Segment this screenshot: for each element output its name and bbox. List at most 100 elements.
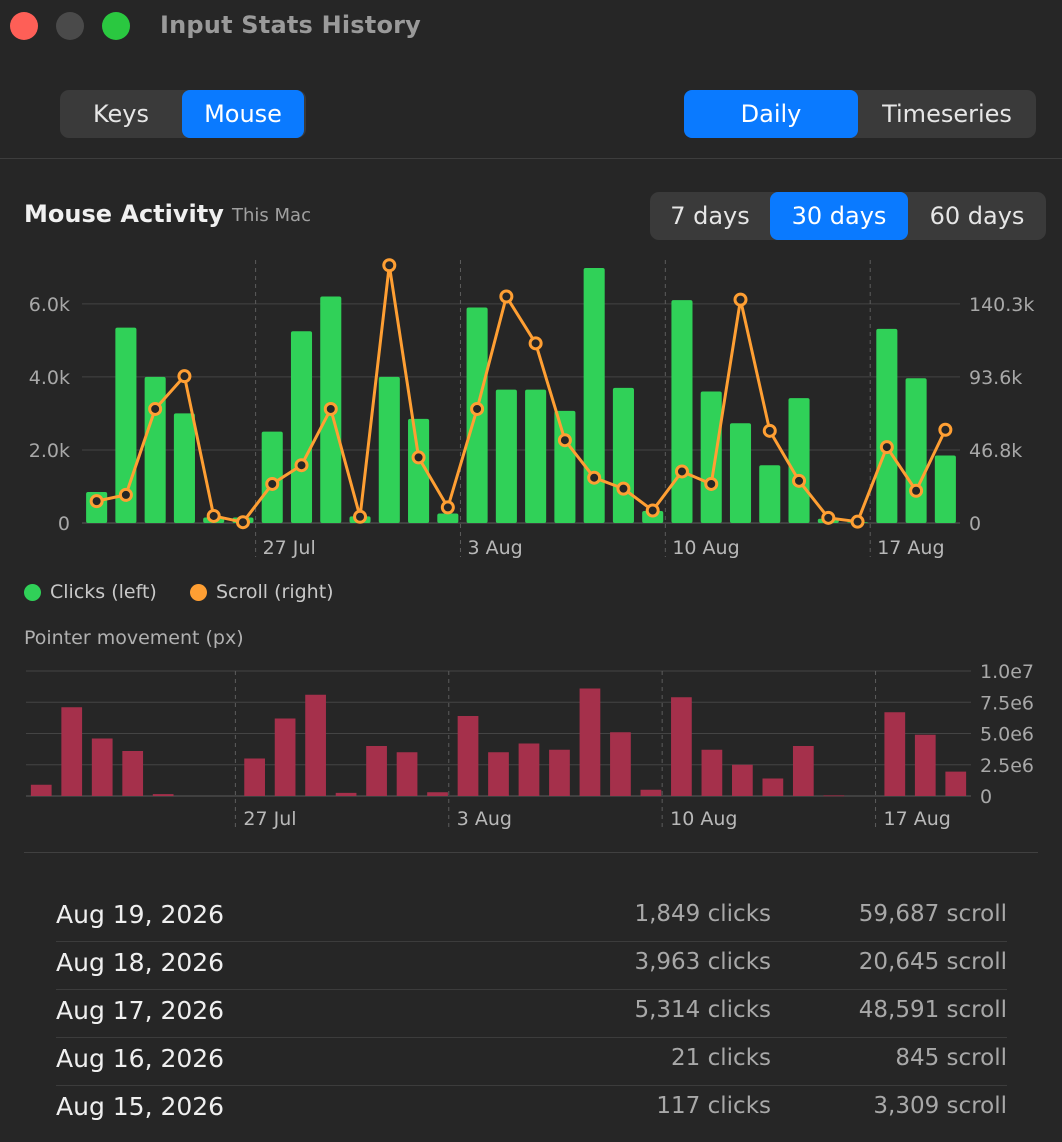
scroll-point (557, 433, 572, 448)
scroll-point (440, 500, 455, 515)
scroll-point (470, 401, 485, 416)
pointer-bar (122, 751, 144, 796)
y-right-tick: 140.3k (969, 294, 1034, 316)
pointer-bar (945, 771, 967, 796)
row-separator (56, 989, 1007, 990)
y-left-tick: 6.0k (29, 294, 70, 316)
y-tick: 2.5e6 (980, 755, 1034, 777)
row-date: Aug 18, 2026 (56, 948, 225, 977)
tab-60-days[interactable]: 60 days (929, 202, 1025, 230)
scroll-point (762, 423, 777, 438)
x-tick-label: 17 Aug (877, 537, 944, 559)
y-left-tick: 0 (58, 513, 70, 535)
clicks-bar (671, 300, 693, 523)
pointer-bar (549, 749, 570, 796)
x-tick-label: 27 Jul (243, 808, 296, 830)
daily-row[interactable]: Aug 19, 2026 1,849 clicks 59,687 scroll (56, 894, 1007, 942)
scroll-point (89, 494, 104, 509)
pointer-bar (366, 746, 387, 796)
zoom-window-button[interactable] (102, 12, 130, 40)
y-right-tick: 93.6k (969, 367, 1022, 389)
scroll-point (704, 476, 719, 491)
pointer-movement-chart: 0 2.5e6 5.0e6 7.5e6 1.0e7 27 Jul 3 Aug 10 Aug 17… (26, 661, 1034, 830)
y-tick: 1.0e7 (980, 661, 1034, 683)
clicks-bar (612, 387, 634, 523)
daily-row[interactable]: Aug 15, 2026 117 clicks 3,309 scroll (56, 1086, 1007, 1134)
section-subtitle: This Mac (232, 205, 311, 226)
clicks-bar (525, 389, 547, 523)
scroll-point (499, 289, 514, 304)
pointer-bar (610, 732, 631, 796)
clicks-bar (759, 465, 781, 523)
row-clicks: 5,314 clicks (634, 997, 771, 1023)
row-clicks: 1,849 clicks (634, 901, 771, 927)
row-clicks: 117 clicks (656, 1093, 771, 1119)
row-scroll: 48,591 scroll (858, 997, 1007, 1023)
minimize-window-button[interactable] (56, 12, 84, 40)
x-tick-label: 3 Aug (457, 808, 512, 830)
scroll-point (177, 369, 192, 384)
close-window-button[interactable] (10, 12, 38, 40)
view-segmented-control: Daily Timeseries (684, 90, 1036, 138)
title-bar: Input Stats History (0, 0, 1062, 52)
scroll-point (148, 401, 163, 416)
pointer-bar (640, 789, 662, 796)
tab-mouse[interactable]: Mouse (182, 90, 304, 138)
list-divider (24, 852, 1038, 853)
pointer-bar (91, 738, 113, 796)
pointer-chart-title: Pointer movement (px) (24, 627, 244, 649)
pointer-bar (396, 752, 418, 796)
row-separator (56, 941, 1007, 942)
scroll-point (616, 481, 631, 496)
daily-row[interactable]: Aug 17, 2026 5,314 clicks 48,591 scroll (56, 990, 1007, 1038)
header-divider (0, 158, 1062, 159)
section-title: Mouse Activity (24, 200, 224, 228)
scroll-point (645, 503, 660, 518)
clicks-bar (700, 391, 722, 523)
pointer-bar (732, 764, 753, 796)
scroll-point (206, 508, 221, 523)
tab-30-days[interactable]: 30 days (770, 192, 908, 240)
mouse-activity-chart: 0 0 2.0k 46.8k 4.0k 93.6k 6.0k 140.3k 27 Jul 3 Au… (29, 258, 1034, 559)
clicks-bar (290, 331, 313, 523)
tab-7-days[interactable]: 7 days (670, 202, 750, 230)
pointer-bar (671, 697, 692, 796)
tab-timeseries[interactable]: Timeseries (882, 100, 1012, 128)
pointer-bar (30, 784, 52, 796)
row-clicks: 21 clicks (671, 1045, 771, 1071)
y-tick: 7.5e6 (980, 692, 1034, 714)
pointer-bar (427, 792, 448, 796)
scroll-point (821, 510, 836, 525)
window-title: Input Stats History (160, 11, 422, 39)
tab-daily[interactable]: Daily (684, 90, 858, 138)
clicks-bar (378, 376, 400, 523)
daily-row[interactable]: Aug 18, 2026 3,963 clicks 20,645 scroll (56, 942, 1007, 990)
clicks-bar (876, 328, 898, 523)
clicks-legend-label: Clicks (left) (50, 581, 157, 603)
clicks-bar (905, 378, 927, 523)
x-tick-label: 27 Jul (263, 537, 316, 559)
pointer-bar (518, 743, 540, 796)
clicks-bar (934, 455, 956, 523)
row-date: Aug 16, 2026 (56, 1044, 225, 1073)
row-date: Aug 19, 2026 (56, 900, 225, 929)
daily-row[interactable]: Aug 16, 2026 21 clicks 845 scroll (56, 1038, 1007, 1086)
pointer-bar (488, 752, 509, 796)
row-separator (56, 1037, 1007, 1038)
y-right-tick: 0 (969, 513, 981, 535)
clicks-bar (554, 410, 576, 523)
tab-keys[interactable]: Keys (92, 100, 149, 128)
pointer-bar (61, 707, 83, 796)
scroll-point (938, 422, 953, 437)
clicks-legend-swatch (24, 583, 41, 601)
row-clicks: 3,963 clicks (634, 949, 771, 975)
scroll-point (909, 483, 924, 498)
y-left-tick: 2.0k (29, 440, 70, 462)
row-scroll: 59,687 scroll (858, 901, 1007, 927)
clicks-bar (173, 413, 195, 523)
row-scroll: 20,645 scroll (858, 949, 1007, 975)
scroll-point (411, 450, 426, 465)
y-tick: 0 (980, 786, 992, 808)
pointer-bar (914, 734, 936, 796)
row-date: Aug 17, 2026 (56, 996, 225, 1025)
